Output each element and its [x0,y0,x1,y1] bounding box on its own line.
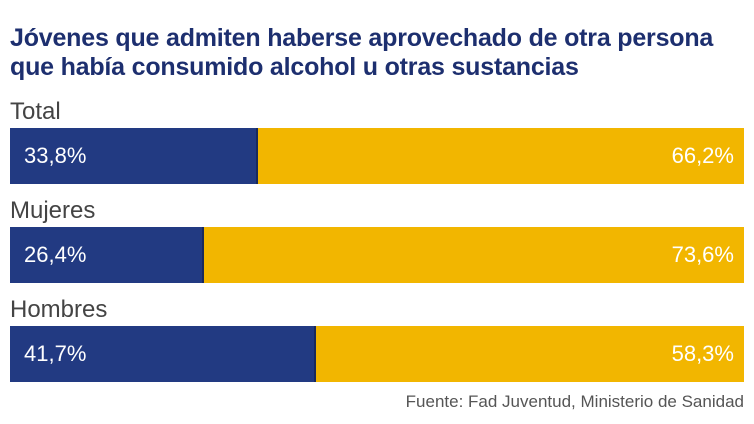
category-label-total: Total [10,98,61,125]
bar-segment-hombres-1: 41,7% [10,326,317,382]
chart-title: Jóvenes que admiten haberse aprovechado … [10,24,740,82]
category-label-hombres: Hombres [10,296,108,323]
bar-segment-total-1: 33,8% [10,128,259,184]
bar-segment-total-2: 66,2% [258,128,744,184]
data-label-hombres-2: 58,3% [671,341,734,366]
data-label-total-1: 33,8% [24,143,87,168]
source-note: Fuente: Fad Juventud, Ministerio de Sani… [405,392,744,411]
chart-title-line-2: que había consumido alcohol u otras sust… [10,53,579,81]
bar-segment-mujeres-2: 73,6% [203,227,744,283]
chart-title-line-1: Jóvenes que admiten haberse aprovechado … [10,24,714,52]
category-label-mujeres: Mujeres [10,197,96,224]
data-label-mujeres-2: 73,6% [671,242,734,267]
data-label-hombres-1: 41,7% [24,341,87,366]
bar-segment-mujeres-1: 26,4% [10,227,204,283]
bar-mujeres: 26,4% 73,6% [10,227,744,283]
bar-segment-hombres-2: 58,3% [316,326,744,382]
bar-total: 33,8% 66,2% [10,128,744,184]
data-label-total-2: 66,2% [671,143,734,168]
bar-hombres: 41,7% 58,3% [10,326,744,382]
data-label-mujeres-1: 26,4% [24,242,87,267]
